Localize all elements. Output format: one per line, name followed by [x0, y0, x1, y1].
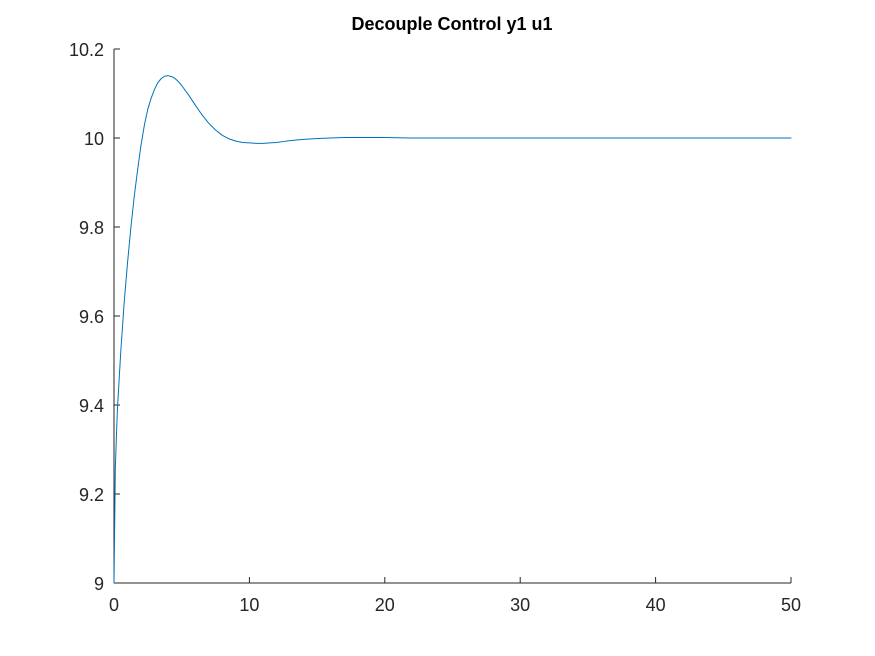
x-tick-label: 50 — [781, 595, 801, 615]
y-tick-label: 9.6 — [79, 307, 104, 327]
axes: 0 10 20 30 40 50 9 9.2 9.4 9.6 9.8 10 10.2 — [69, 40, 801, 615]
y-tick-label: 9.2 — [79, 485, 104, 505]
plot-area — [113, 75, 792, 584]
x-tick-label: 0 — [109, 595, 119, 615]
chart-title: Decouple Control y1 u1 — [351, 14, 552, 34]
x-tick-label: 10 — [239, 595, 259, 615]
y-tick-label: 10 — [84, 129, 104, 149]
y-tick-label: 9 — [94, 574, 104, 594]
series-line — [113, 75, 792, 584]
y-tick-label: 10.2 — [69, 40, 104, 60]
x-tick-label: 40 — [646, 595, 666, 615]
x-tick-label: 30 — [510, 595, 530, 615]
y-tick-label: 9.8 — [79, 218, 104, 238]
x-tick-label: 20 — [375, 595, 395, 615]
y-tick-label: 9.4 — [79, 396, 104, 416]
